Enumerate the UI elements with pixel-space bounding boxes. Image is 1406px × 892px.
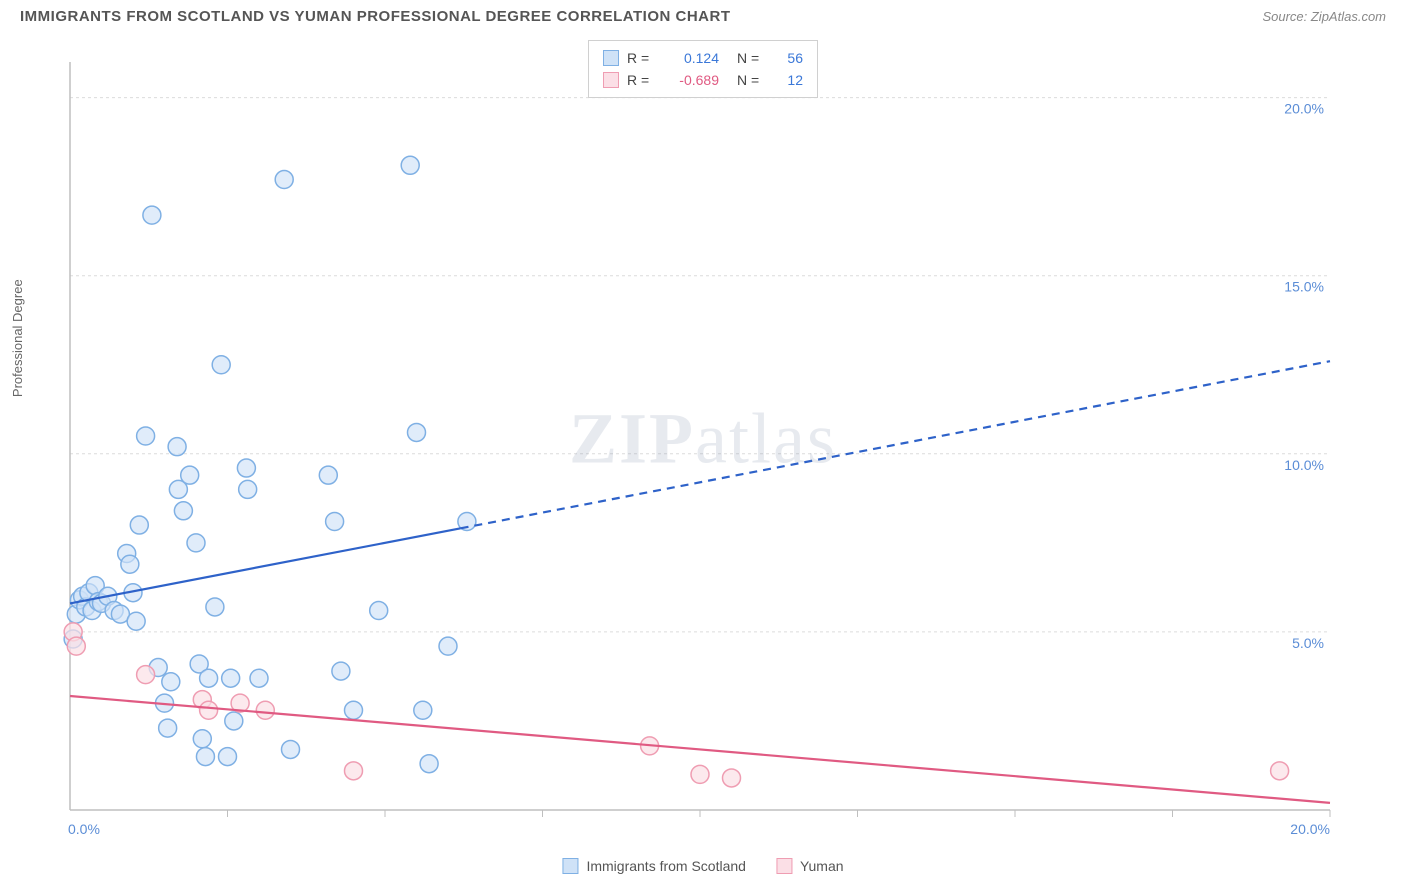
data-point <box>439 637 457 655</box>
svg-text:15.0%: 15.0% <box>1284 279 1324 295</box>
data-point <box>723 769 741 787</box>
data-point <box>237 459 255 477</box>
data-point <box>408 423 426 441</box>
data-point <box>187 534 205 552</box>
data-point <box>130 516 148 534</box>
legend-swatch <box>562 858 578 874</box>
data-point <box>219 748 237 766</box>
data-point <box>319 466 337 484</box>
data-point <box>193 730 211 748</box>
r-value: 0.124 <box>663 47 719 69</box>
legend-swatch <box>603 50 619 66</box>
data-point <box>239 480 257 498</box>
svg-text:20.0%: 20.0% <box>1284 101 1324 117</box>
n-value: 12 <box>773 69 803 91</box>
data-point <box>200 701 218 719</box>
legend-row: R = 0.124 N = 56 <box>603 47 803 69</box>
data-point <box>137 666 155 684</box>
r-value: -0.689 <box>663 69 719 91</box>
data-point <box>181 466 199 484</box>
legend-swatch <box>603 72 619 88</box>
data-point <box>200 669 218 687</box>
data-point <box>121 555 139 573</box>
data-point <box>275 171 293 189</box>
data-point <box>168 438 186 456</box>
svg-text:10.0%: 10.0% <box>1284 457 1324 473</box>
svg-text:0.0%: 0.0% <box>68 821 100 837</box>
data-point <box>345 701 363 719</box>
source-label: Source: ZipAtlas.com <box>1262 9 1386 24</box>
data-point <box>250 669 268 687</box>
data-point <box>332 662 350 680</box>
legend-row: R = -0.689 N = 12 <box>603 69 803 91</box>
data-point <box>256 701 274 719</box>
data-point <box>370 602 388 620</box>
data-point <box>212 356 230 374</box>
y-axis-label: Professional Degree <box>10 279 25 397</box>
correlation-legend: R = 0.124 N = 56 R = -0.689 N = 12 <box>588 40 818 98</box>
legend-item: Immigrants from Scotland <box>562 858 746 874</box>
chart-area: Professional Degree ZIPatlas 5.0%10.0%15… <box>20 40 1386 872</box>
data-point <box>67 637 85 655</box>
data-point <box>222 669 240 687</box>
legend-item: Yuman <box>776 858 844 874</box>
data-point <box>206 598 224 616</box>
data-point <box>162 673 180 691</box>
data-point <box>159 719 177 737</box>
data-point <box>225 712 243 730</box>
series-legend: Immigrants from Scotland Yuman <box>562 858 843 874</box>
chart-title: IMMIGRANTS FROM SCOTLAND VS YUMAN PROFES… <box>20 8 731 25</box>
data-point <box>282 740 300 758</box>
n-value: 56 <box>773 47 803 69</box>
data-point <box>420 755 438 773</box>
header: IMMIGRANTS FROM SCOTLAND VS YUMAN PROFES… <box>0 0 1406 29</box>
data-point <box>196 748 214 766</box>
data-point <box>143 206 161 224</box>
legend-label: Yuman <box>800 858 844 874</box>
data-point <box>127 612 145 630</box>
legend-label: Immigrants from Scotland <box>586 858 746 874</box>
data-point <box>174 502 192 520</box>
n-label: N = <box>737 69 765 91</box>
r-label: R = <box>627 47 655 69</box>
scatter-chart: 5.0% 10.0% 15.0% 20.0% 0.0% 20.0% <box>20 40 1350 840</box>
r-label: R = <box>627 69 655 91</box>
data-point <box>1271 762 1289 780</box>
data-point <box>326 512 344 530</box>
data-point <box>345 762 363 780</box>
svg-text:20.0%: 20.0% <box>1290 821 1330 837</box>
n-label: N = <box>737 47 765 69</box>
svg-text:5.0%: 5.0% <box>1292 635 1324 651</box>
data-point <box>137 427 155 445</box>
data-point <box>414 701 432 719</box>
legend-swatch <box>776 858 792 874</box>
data-point <box>691 765 709 783</box>
data-point <box>401 156 419 174</box>
